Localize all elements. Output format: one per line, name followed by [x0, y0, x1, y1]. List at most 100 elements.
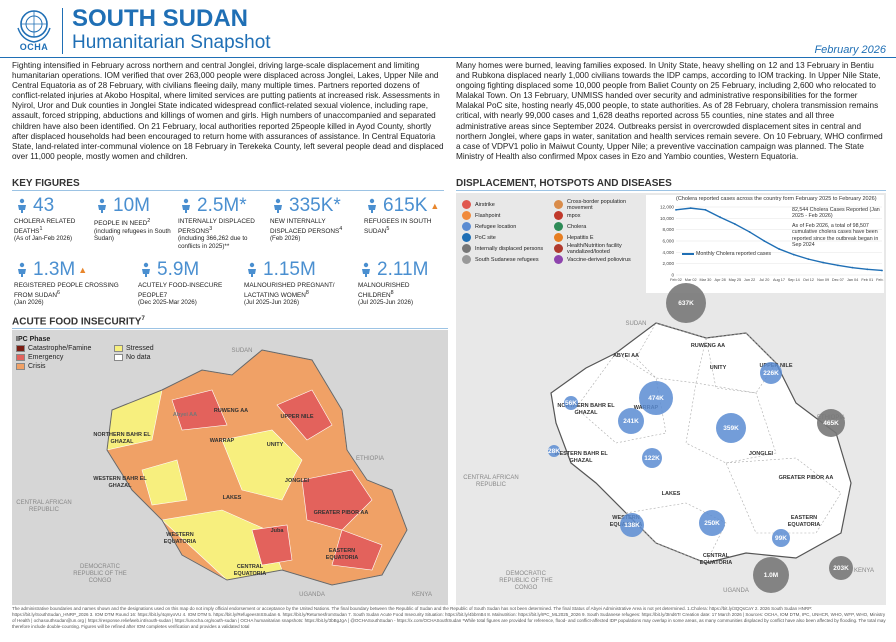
food-map-region-label: WESTERN EQUATORIA — [163, 532, 197, 545]
key-figure-header: 10M — [94, 196, 176, 216]
ipc-legend-label: Catastrophe/Famine — [28, 345, 92, 352]
disp-map-label: EASTERN EQUATORIA — [787, 515, 821, 528]
ipc-legend-label: No data — [126, 354, 151, 361]
legend-marker-icon — [554, 222, 563, 231]
displacement-bubble: 226K — [760, 362, 782, 384]
chart-legend-swatch — [682, 253, 694, 255]
legend-marker-icon — [554, 255, 563, 264]
displacement-bubble: 250K — [699, 510, 725, 536]
food-map-region-label: EASTERN EQUATORIA — [325, 548, 359, 561]
legend-marker-icon — [462, 211, 471, 220]
header-rule — [0, 57, 896, 58]
ipc-legend-item: Crisis — [16, 362, 114, 371]
x-tick-label: Aug 17 — [773, 278, 785, 282]
food-map-country-label: UGANDA — [299, 592, 325, 598]
disp-map-label: UNITY — [709, 365, 727, 371]
disp-legend-label: Internally displaced persons — [475, 245, 544, 252]
y-tick-label: 12,000 — [660, 205, 674, 210]
cholera-data-point — [704, 208, 707, 211]
disp-legend-item: Health/Nutrition facility vandalized/loo… — [554, 242, 649, 255]
disp-legend-label: mpox — [567, 212, 581, 219]
key-figure-footnote: 5 — [386, 225, 390, 232]
displacement-bubble: 138K — [620, 513, 644, 537]
key-figure-header: 2.11M — [358, 260, 444, 280]
key-figure: 615K ▲ REFUGEES IN SOUTH SUDAN5 — [364, 196, 444, 235]
food-map-region-label: CENTRAL EQUATORIA — [233, 564, 267, 577]
legend-marker-icon — [554, 244, 563, 253]
disp-legend-left: Airstrike Flashpoint Refugee location PoC s… — [462, 199, 557, 265]
key-figure-label: MALNOURISHED CHILDREN8 — [358, 282, 444, 299]
key-figure-label: CHOLERA RELATED DEATHS1 — [14, 218, 94, 235]
key-figure-value: 2.5M* — [197, 195, 247, 216]
displaced-person-icon — [178, 198, 194, 214]
person-sick-icon — [14, 198, 30, 214]
cholera-data-point — [807, 258, 810, 261]
intro-paragraph-left: Fighting intensified in February across … — [12, 61, 444, 161]
food-map-region-label: Abyei AA — [172, 412, 198, 418]
key-figure-note: (As of Jan-Feb 2026) — [14, 235, 73, 243]
intro-paragraph-right: Many homes were burned, leaving families… — [456, 61, 883, 161]
key-figure: 335K* NEW INTERNALLY DISPLACED PERSONS4 (F… — [270, 196, 354, 243]
cholera-data-point — [822, 261, 825, 264]
disp-legend-label: Health/Nutrition facility vandalized/loo… — [567, 242, 622, 255]
food-map-svg — [12, 330, 448, 605]
displacement-bubble: 241K — [618, 408, 644, 434]
key-figure: 5.9M ACUTELY FOOD-INSECURE PEOPLE7 (Dec 20… — [138, 260, 238, 307]
displacement-heading: DISPLACEMENT, HOTSPOTS AND DISEASES — [456, 178, 672, 189]
food-map-region-label: LAKES — [222, 495, 242, 501]
key-figure-footnote: 8 — [305, 289, 309, 296]
disp-legend-label: Cholera — [567, 223, 587, 230]
disp-legend-item: Cross-border population movement — [554, 198, 649, 211]
chart-note-title: 82,544 Cholera Cases Reported (Jan 2025 … — [792, 207, 880, 220]
key-figures-heading: KEY FIGURES — [12, 178, 80, 189]
key-figure-note: (Feb 2026) — [270, 235, 301, 243]
chart-note: 82,544 Cholera Cases Reported (Jan 2025 … — [792, 207, 882, 248]
key-figure-label: ACUTELY FOOD-INSECURE PEOPLE7 — [138, 282, 238, 299]
key-figure-footnote: 2 — [147, 218, 151, 224]
displacement-map: Airstrike Flashpoint Refugee location PoC s… — [456, 193, 886, 605]
disp-map-label: UGANDA — [723, 588, 749, 594]
disp-legend-label: South Sudanese refugees — [475, 256, 539, 263]
disp-legend-label: Refugee location — [475, 223, 517, 230]
key-figure-value: 1.3M — [33, 259, 76, 280]
ipc-legend-label: Stressed — [126, 345, 154, 352]
y-tick-label: 4,000 — [663, 250, 675, 255]
displacement-bubble: 474K — [639, 381, 673, 415]
cholera-data-point — [689, 207, 692, 210]
y-tick-label: 8,000 — [663, 227, 675, 232]
x-tick-label: Feb 22 — [876, 278, 884, 282]
key-figure-label-text: CHOLERA RELATED DEATHS — [14, 218, 76, 235]
cholera-data-point — [836, 264, 839, 267]
un-emblem-icon — [12, 6, 56, 54]
key-figure-header: 1.3M ▲ — [14, 260, 132, 280]
disp-legend-label: Cross-border population movement — [567, 198, 627, 211]
displacement-bubble: 56K — [564, 396, 578, 410]
key-figure-header: 615K ▲ — [364, 196, 444, 216]
key-figure-label: PEOPLE IN NEED2 — [94, 218, 176, 228]
disp-legend-label: Airstrike — [475, 201, 495, 208]
cholera-data-point — [778, 248, 780, 250]
food-insecurity-map: IPC Phase Catastrophe/Famine Stressed Emer… — [12, 330, 448, 605]
key-figure: 1.15M MALNOURISHED PREGNANT/ LACTATING WO… — [244, 260, 352, 307]
ipc-legend-swatch — [16, 363, 25, 370]
key-figure-note: (Jan 2026) — [14, 299, 44, 307]
key-figure-value: 1.15M — [263, 259, 316, 280]
children-icon — [358, 262, 374, 278]
ipc-legend-swatch — [114, 354, 123, 361]
page-subtitle: Humanitarian Snapshot — [72, 32, 271, 53]
key-figure-note: (Dec 2025-Mar 2026) — [138, 299, 197, 307]
ipc-legend-label: Emergency — [28, 354, 64, 361]
ipc-legend-item: Catastrophe/Famine — [16, 344, 114, 353]
food-bowl-icon — [138, 262, 154, 278]
displacement-bubble: 28K — [548, 445, 560, 457]
refugee-icon — [364, 198, 380, 214]
people-crossing-icon — [14, 262, 30, 278]
y-tick-label: 2,000 — [663, 261, 675, 266]
key-figure-label: NEW INTERNALLY DISPLACED PERSONS4 — [270, 218, 354, 235]
disp-map-label: CENTRAL AFRICAN REPUBLIC — [463, 475, 519, 488]
food-map-region-label: RUWENG AA — [213, 408, 249, 414]
ipc-legend-swatch — [114, 345, 123, 352]
chart-title: (Cholera reported cases across the count… — [676, 196, 877, 202]
key-figure: 43 CHOLERA RELATED DEATHS1 (As of Jan-Feb … — [14, 196, 94, 243]
displacement-bubble: 203K — [829, 556, 853, 580]
